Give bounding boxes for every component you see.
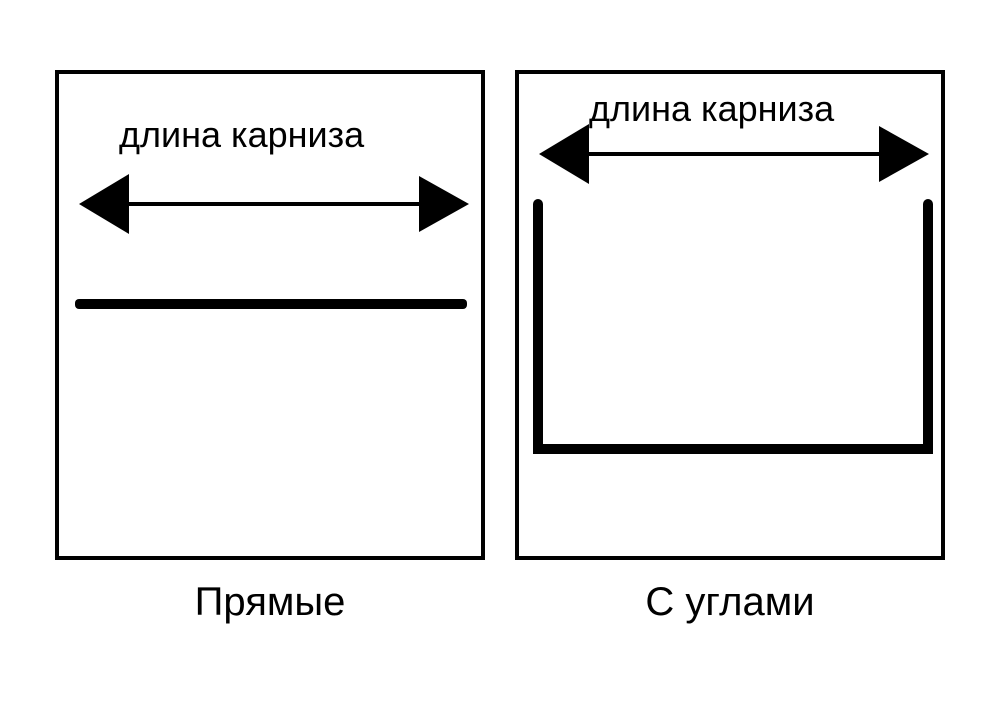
panel-straight: длина карниза bbox=[55, 70, 485, 560]
cornice-straight-line bbox=[75, 299, 467, 309]
panel-straight-wrap: длина карниза Прямые bbox=[55, 70, 485, 625]
caption-straight: Прямые bbox=[195, 580, 346, 625]
cornice-u-shape bbox=[519, 74, 949, 564]
caption-corners: С углами bbox=[645, 580, 814, 625]
panel-corners: длина карниза bbox=[515, 70, 945, 560]
diagram-container: длина карниза Прямые длина карниза С угл… bbox=[0, 0, 1000, 625]
panel-corners-wrap: длина карниза С углами bbox=[515, 70, 945, 625]
double-arrow-icon bbox=[59, 74, 489, 274]
